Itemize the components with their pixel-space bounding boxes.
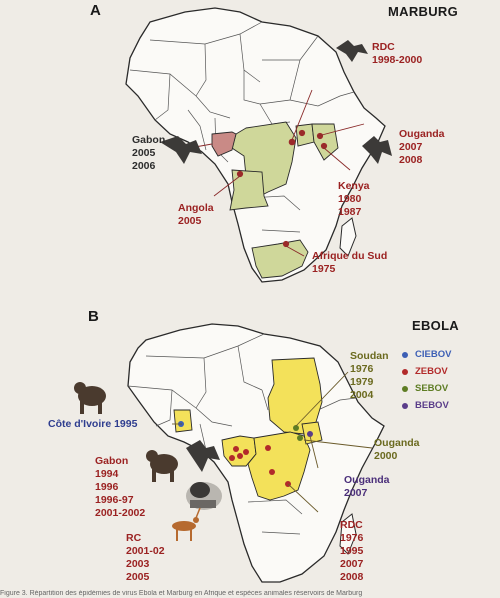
madagascar-outline — [339, 513, 357, 555]
legend-dot-bebov — [402, 402, 408, 409]
chimpanzee-icon — [74, 382, 106, 414]
outbreak-dot-afrique-du-sud — [282, 240, 290, 248]
outbreak-dot-rdc — [288, 138, 296, 146]
outbreak-dot-ouganda-1 — [298, 129, 306, 137]
label-cote-ivoire-ebola: Côte d'Ivoire 1995 — [48, 418, 138, 430]
label-soudan-ebola: Soudan 1976 1979 2004 — [350, 350, 389, 401]
panel-letter-a: A — [90, 2, 101, 19]
outbreak-dot-zebov — [243, 449, 249, 455]
legend-dot-ciebov — [402, 351, 408, 358]
figure-caption: Figure 3. Répartition des épidémies de v… — [0, 590, 363, 597]
legend-label-ciebov: CIEBOV — [415, 349, 452, 360]
label-gabon-ebola: Gabon 1994 1996 1996-97 2001-2002 — [95, 455, 146, 519]
outbreak-dot-zebov — [265, 445, 271, 451]
gabon-region — [211, 131, 237, 157]
label-rdc-ebola: RDC 1976 1995 2007 2008 — [340, 519, 364, 583]
outbreak-dot-zebov — [269, 469, 275, 475]
gorilla-icon — [186, 482, 222, 510]
legend-item-ciebov: CIEBOV — [402, 346, 451, 363]
legend-dot-sebov — [402, 385, 408, 392]
legend-label-bebov: BEBOV — [415, 400, 449, 411]
madagascar-outline — [339, 217, 357, 257]
country-borders — [129, 21, 355, 233]
angola-region — [229, 169, 269, 211]
ebola-leader-lines — [172, 371, 373, 513]
label-angola-marburg: Angola 2005 — [178, 202, 214, 227]
panel-letter-b: B — [88, 308, 99, 325]
outbreak-dot-kenya-1 — [316, 132, 324, 140]
bat-icon — [336, 40, 368, 62]
legend-item-sebov: SEBOV — [402, 380, 451, 397]
cote-ivoire-region — [173, 409, 193, 433]
label-kenya-marburg: Kenya 1980 1987 — [338, 180, 370, 218]
legend-item-bebov: BEBOV — [402, 397, 451, 414]
bat-icon — [160, 136, 202, 164]
legend-item-zebov: ZEBOV — [402, 363, 451, 380]
label-afrique-du-sud-marburg: Afrique du Sud 1975 — [312, 250, 388, 275]
bat-icon — [362, 136, 392, 164]
bat-icon — [186, 440, 220, 472]
legend-label-zebov: ZEBOV — [415, 366, 448, 377]
label-gabon-marburg: Gabon 2005 2006 — [132, 134, 166, 172]
ebola-africa-map — [74, 323, 385, 583]
outbreak-dot-sebov — [297, 435, 303, 441]
label-ouganda-bebov: Ouganda 2007 — [344, 474, 390, 499]
outbreak-dot-kenya-2 — [320, 142, 328, 150]
label-ouganda-marburg: Ouganda 2007 2008 — [399, 128, 445, 166]
ouganda-region — [295, 123, 315, 147]
ebola-legend: CIEBOV ZEBOV SEBOV BEBOV — [402, 346, 451, 414]
country-borders — [127, 333, 357, 535]
outbreak-dot-zebov — [237, 453, 243, 459]
label-ouganda-sebov: Ouganda 2000 — [374, 437, 420, 462]
label-rdc-marburg: RDC 1998-2000 — [372, 41, 423, 66]
marburg-africa-map — [125, 7, 392, 283]
marburg-title: MARBURG — [388, 4, 458, 19]
antelope-icon — [172, 507, 201, 541]
outbreak-dot-angola — [236, 170, 244, 178]
outbreak-dot-zebov — [229, 455, 235, 461]
marburg-outbreak-dots — [236, 129, 328, 248]
label-rc-ebola: RC 2001-02 2003 2005 — [126, 532, 165, 583]
marburg-panel: A MARBURG RDC 1998-2000 Gabon 2005 2006 … — [90, 2, 458, 283]
legend-label-sebov: SEBOV — [415, 383, 449, 394]
chimpanzee-icon — [146, 450, 178, 482]
legend-dot-zebov — [402, 368, 408, 375]
outbreak-dot-sebov — [293, 425, 299, 431]
outbreak-dot-bebov — [307, 431, 313, 437]
ebola-title: EBOLA — [412, 318, 459, 333]
outbreak-dot-zebov — [233, 446, 239, 452]
ebola-panel: B EBOLA Soudan 1976 1979 2004 Côte d'Ivo… — [0, 300, 500, 590]
